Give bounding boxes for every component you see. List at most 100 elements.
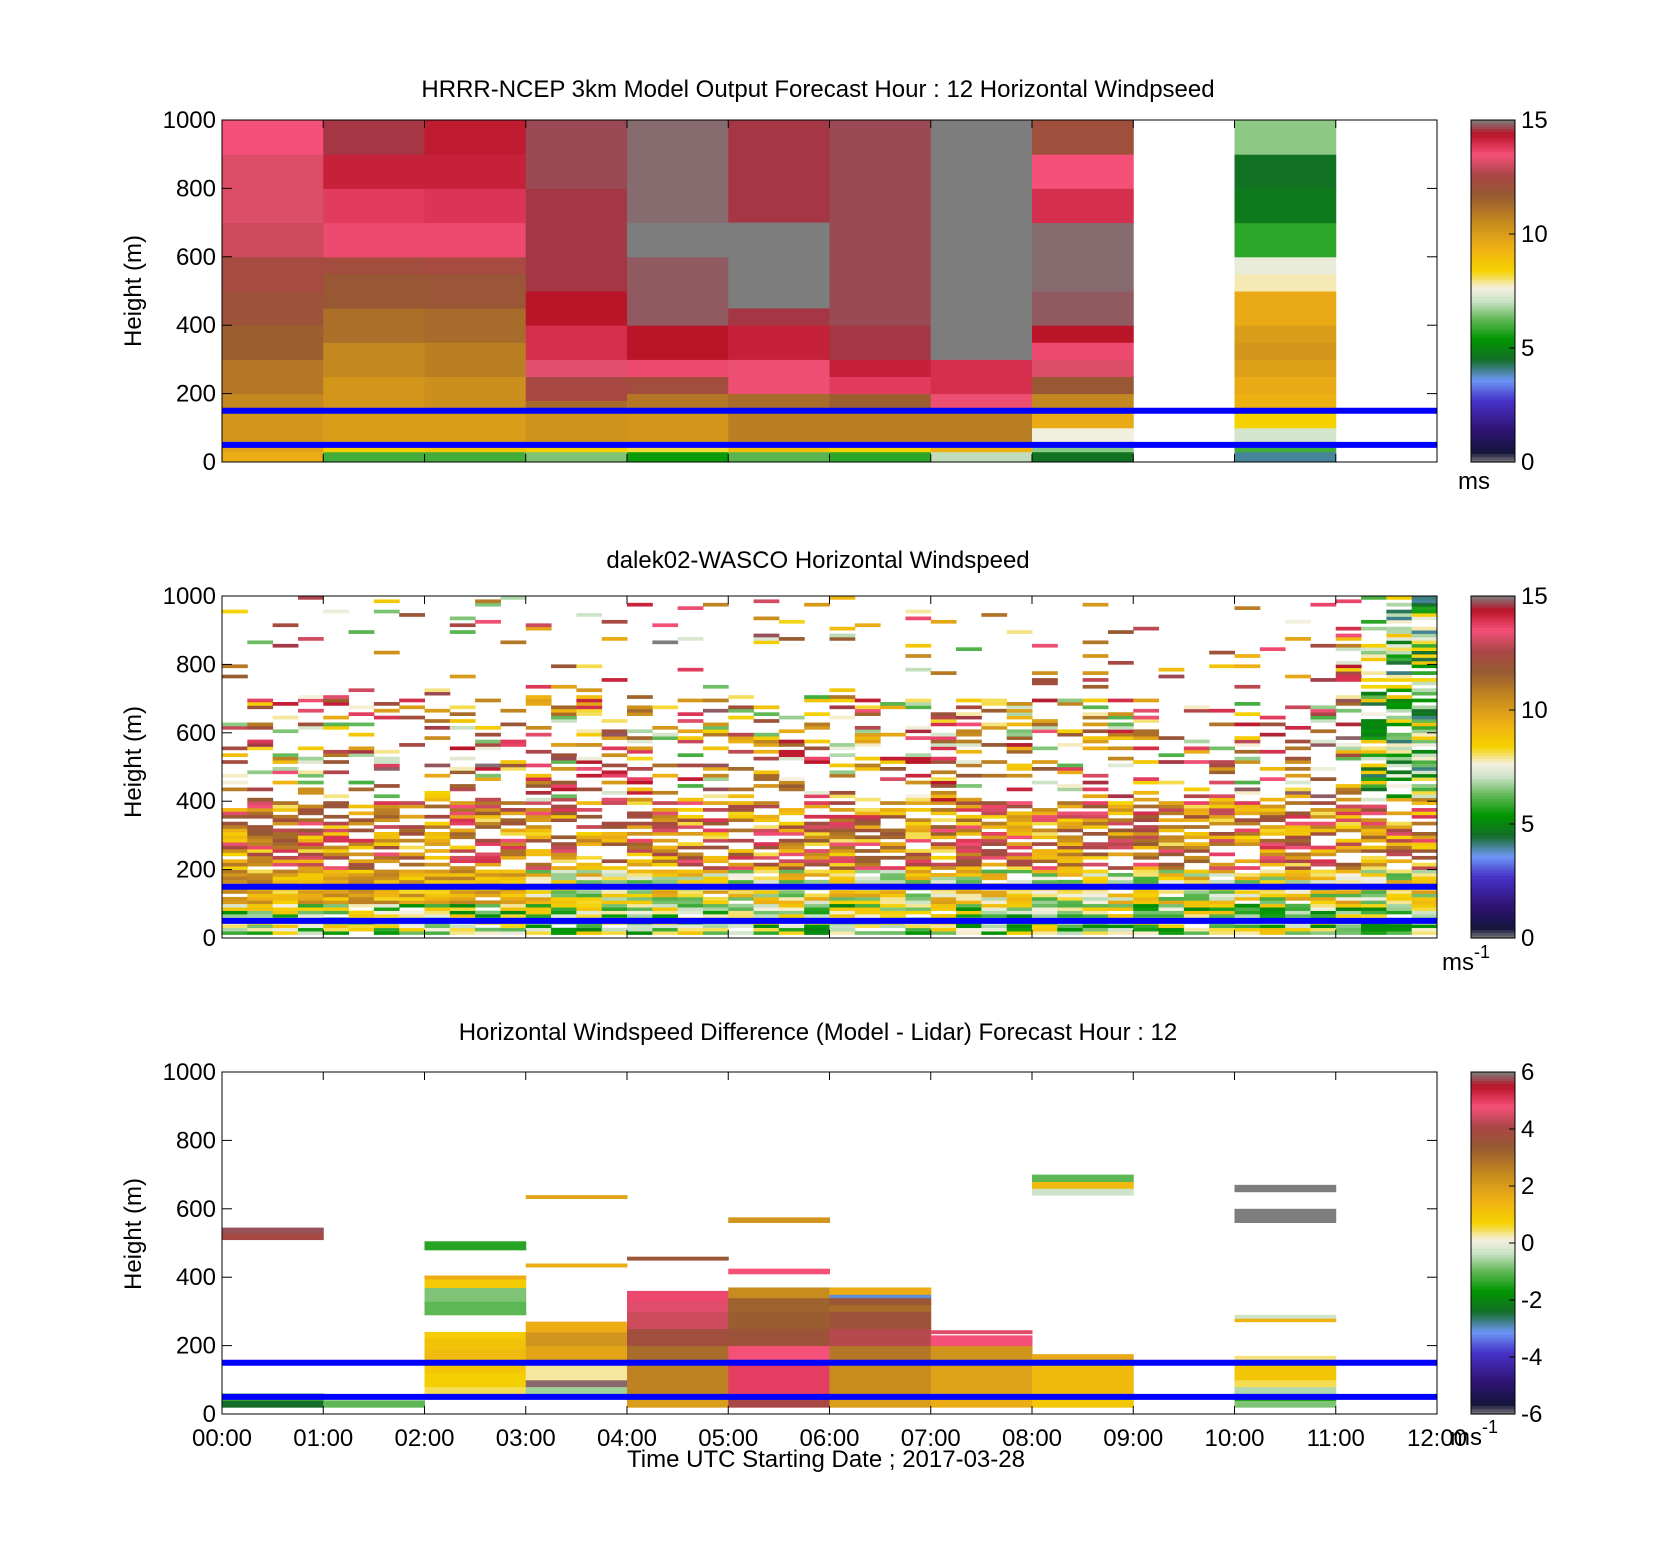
heatmap-cell: [475, 599, 501, 604]
colorbar-segment: [1471, 778, 1515, 782]
heatmap-cell: [399, 879, 425, 884]
heatmap-cell: [854, 811, 881, 816]
heatmap-cell: [778, 739, 805, 744]
heatmap-cell: [323, 749, 350, 754]
heatmap-cell: [753, 773, 780, 778]
heatmap-cell: [475, 879, 501, 884]
heatmap-cell: [1285, 927, 1311, 932]
heatmap-cell: [956, 749, 982, 754]
heatmap-cell: [1386, 640, 1413, 645]
heatmap-cell: [677, 719, 704, 723]
heatmap-cell: [525, 910, 552, 915]
heatmap-cell: [627, 376, 729, 395]
heatmap-cell: [222, 873, 248, 877]
heatmap-cell: [222, 722, 248, 727]
heatmap-cell: [1259, 910, 1286, 915]
heatmap-cell: [348, 903, 375, 908]
colorbar-segment: [1471, 1131, 1515, 1136]
heatmap-cell: [449, 719, 476, 723]
heatmap-cell: [956, 818, 982, 823]
heatmap-cell: [905, 821, 932, 826]
heatmap-cell: [1006, 729, 1033, 734]
heatmap-cell: [1386, 688, 1413, 693]
heatmap-cell: [854, 855, 881, 860]
heatmap-cell: [373, 794, 400, 799]
heatmap-cell: [702, 773, 729, 778]
heatmap-cell: [1310, 924, 1337, 929]
heatmap-cell: [1183, 705, 1210, 710]
heatmap-cell: [348, 893, 375, 898]
heatmap-cell: [1032, 678, 1058, 682]
heatmap-cell: [601, 876, 628, 881]
heatmap-cell: [1209, 664, 1235, 669]
heatmap-cell: [728, 838, 755, 843]
heatmap-cell: [551, 845, 577, 850]
colorbar-segment: [1471, 316, 1515, 321]
heatmap-cell: [1082, 678, 1109, 682]
heatmap-cell: [247, 900, 274, 905]
colorbar-segment: [1471, 154, 1515, 158]
heatmap-cell: [728, 1217, 830, 1223]
heatmap-cell: [854, 866, 881, 870]
heatmap-cell: [652, 828, 679, 833]
colorbar-segment: [1471, 801, 1515, 805]
heatmap-cell: [1411, 842, 1438, 846]
heatmap-cell: [652, 773, 679, 778]
heatmap-cell: [829, 770, 856, 775]
heatmap-cell: [956, 910, 982, 915]
heatmap-cell: [373, 873, 400, 877]
heatmap-cell: [1107, 831, 1134, 836]
heatmap-cell: [1411, 671, 1438, 675]
colorbar-segment: [1471, 1394, 1515, 1398]
heatmap-cell: [272, 893, 299, 898]
heatmap-cell: [728, 866, 755, 870]
heatmap-cell: [627, 749, 653, 754]
colorbar-segment: [1471, 610, 1515, 614]
heatmap-cell: [222, 869, 248, 874]
heatmap-cell: [297, 866, 324, 870]
heatmap-cell: [1411, 924, 1438, 929]
heatmap-cell: [1006, 914, 1033, 918]
heatmap-cell: [627, 879, 653, 884]
heatmap-cell: [525, 801, 552, 805]
heatmap-cell: [728, 869, 755, 874]
heatmap-cell: [551, 893, 577, 898]
heatmap-cell: [297, 924, 324, 929]
heatmap-cell: [525, 359, 628, 377]
heatmap-cell: [222, 256, 324, 292]
heatmap-cell: [323, 825, 350, 829]
heatmap-cell: [424, 814, 451, 819]
heatmap-cell: [981, 760, 1008, 764]
heatmap-cell: [778, 869, 805, 874]
heatmap-cell: [627, 746, 653, 751]
heatmap-cell: [373, 702, 400, 706]
heatmap-cell: [753, 831, 780, 836]
heatmap-cell: [1032, 808, 1058, 812]
heatmap-cell: [1361, 647, 1387, 652]
heatmap-cell: [829, 325, 932, 360]
heatmap-cell: [677, 637, 704, 641]
heatmap-cell: [449, 811, 476, 816]
heatmap-cell: [627, 1362, 729, 1394]
heatmap-cell: [854, 838, 881, 843]
heatmap-cell: [1361, 753, 1387, 758]
heatmap-cell: [323, 814, 350, 819]
heatmap-cell: [272, 859, 299, 864]
colorbar-segment: [1471, 1354, 1515, 1358]
heatmap-cell: [323, 342, 425, 377]
heatmap-cell: [880, 873, 906, 877]
heatmap-cell: [247, 869, 274, 874]
heatmap-cell: [880, 811, 906, 816]
colorbar-segment: [1471, 604, 1515, 608]
heatmap-cell: [601, 910, 628, 915]
heatmap-cell: [829, 763, 856, 768]
heatmap-cell: [1032, 855, 1058, 860]
heatmap-cell: [222, 1400, 324, 1408]
heatmap-cell: [1133, 825, 1160, 829]
heatmap-cell: [981, 910, 1008, 915]
heatmap-cell: [525, 838, 552, 843]
colorbar-tick-label: 15: [1521, 583, 1548, 610]
heatmap-cell: [829, 695, 856, 699]
heatmap-cell: [1209, 794, 1235, 799]
heatmap-cell: [1057, 821, 1084, 826]
